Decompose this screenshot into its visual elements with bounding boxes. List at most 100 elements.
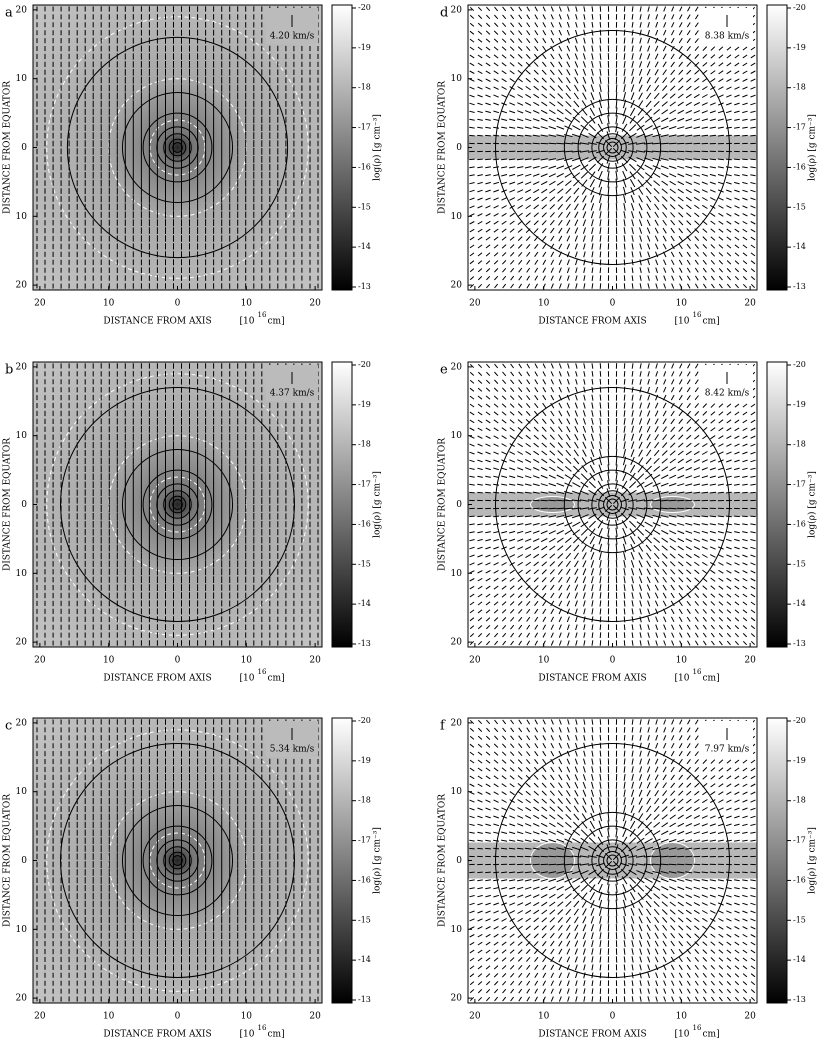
colorbar <box>331 717 353 1004</box>
velocity-label: 8.38 km/s <box>705 32 750 42</box>
contour-white <box>108 791 247 930</box>
contour <box>60 387 295 622</box>
colorbar-tick-label: -13 <box>793 639 806 648</box>
x-unit-power: 16 <box>258 668 267 676</box>
x-tick-label: 20 <box>309 299 321 309</box>
y-tick-label: 10 <box>451 569 463 579</box>
y-tick-label: 20 <box>16 994 28 1004</box>
colorbar-tick-label: -19 <box>358 400 371 409</box>
disk-lobe <box>530 496 575 513</box>
disk-band <box>468 842 757 879</box>
colorbar-tick-label: -19 <box>793 756 806 765</box>
colorbar-label: log(ρ) [g cm⁻³] <box>372 471 383 538</box>
contour-white <box>108 435 247 574</box>
x-tick-label: 10 <box>538 299 550 309</box>
x-unit: cm] <box>703 1030 720 1040</box>
y-tick-label: 20 <box>451 718 463 728</box>
x-axis-title: DISTANCE FROM AXIS <box>103 317 211 327</box>
colorbar <box>331 4 353 291</box>
y-tick-label: 20 <box>16 281 28 291</box>
y-tick-label: 0 <box>21 143 27 153</box>
colorbar-tick-label: -20 <box>358 716 371 725</box>
x-unit: [10 <box>240 317 255 327</box>
y-axis-label: DISTANCE FROM EQUATOR <box>3 81 13 214</box>
contour <box>563 98 662 197</box>
panel: 5.34 km/s c 20 10 0 10 20 20 10 0 10 20 DISTANCE FRO… <box>3 716 383 1040</box>
colorbar-tick-label: -19 <box>793 43 806 52</box>
colorbar-tick-label: -16 <box>358 875 371 884</box>
contour <box>606 854 619 867</box>
contour <box>163 133 192 162</box>
colorbar-tick-label: -19 <box>793 400 806 409</box>
x-tick-label: 0 <box>175 299 181 309</box>
contour-white <box>108 78 247 217</box>
y-tick-label: 10 <box>451 74 463 84</box>
y-tick-label: 10 <box>16 74 28 84</box>
panel-label: f <box>440 719 446 734</box>
contour <box>163 846 192 875</box>
contour <box>563 811 662 910</box>
contour-white <box>149 119 206 176</box>
x-axis-title: DISTANCE FROM AXIS <box>538 317 646 327</box>
contour <box>603 138 622 157</box>
colorbar-tick-label: -20 <box>358 3 371 12</box>
panel-label: a <box>5 6 13 21</box>
x-tick-label: 0 <box>175 656 181 666</box>
colorbar-tick-label: -16 <box>793 162 806 171</box>
contour <box>121 91 234 204</box>
colorbar-tick-label: -16 <box>358 519 371 528</box>
y-tick-label: 10 <box>16 787 28 797</box>
x-tick-label: 0 <box>175 1012 181 1022</box>
plot-background <box>33 5 322 290</box>
colorbar-tick-label: -17 <box>358 836 371 845</box>
colorbar-tick-label: -18 <box>358 83 371 92</box>
contour-white <box>149 832 206 889</box>
colorbar-tick-label: -14 <box>358 242 371 251</box>
x-axis-title: DISTANCE FROM AXIS <box>103 1030 211 1040</box>
contour-white <box>46 373 309 636</box>
colorbar-tick-label: -20 <box>793 3 806 12</box>
x-tick-label: 0 <box>610 299 616 309</box>
x-tick-label: 10 <box>538 1012 550 1022</box>
colorbar-tick-label: -14 <box>358 955 371 964</box>
panel-label: c <box>5 719 12 734</box>
y-tick-label: 0 <box>456 500 462 510</box>
colorbar-tick-label: -16 <box>793 875 806 884</box>
x-unit-power: 16 <box>693 311 702 319</box>
colorbar-tick-label: -15 <box>358 915 371 924</box>
colorbar-tick-label: -17 <box>358 123 371 132</box>
plot-background <box>33 362 322 647</box>
y-tick-label: 10 <box>16 431 28 441</box>
contour-white <box>149 476 206 533</box>
x-tick-label: 0 <box>610 656 616 666</box>
x-tick-label: 20 <box>34 299 46 309</box>
x-unit: [10 <box>240 674 255 684</box>
colorbar-tick-label: -14 <box>793 955 806 964</box>
disk-band <box>468 492 757 517</box>
y-tick-label: 0 <box>456 856 462 866</box>
colorbar-tick-label: -13 <box>358 639 371 648</box>
y-tick-label: 20 <box>451 638 463 648</box>
colorbar-tick-label: -15 <box>793 559 806 568</box>
y-tick-label: 20 <box>16 718 28 728</box>
contour <box>606 141 619 154</box>
x-tick-label: 10 <box>103 1012 115 1022</box>
x-axis-title: DISTANCE FROM AXIS <box>538 1030 646 1040</box>
colorbar-tick-label: -19 <box>358 43 371 52</box>
disk-lobe <box>650 496 695 513</box>
colorbar-tick-label: -18 <box>793 83 806 92</box>
x-tick-label: 10 <box>103 656 115 666</box>
x-tick-label: 10 <box>676 299 688 309</box>
panel-label: e <box>440 363 448 378</box>
colorbar-label: log(ρ) [g cm⁻³] <box>372 114 383 181</box>
y-tick-label: 0 <box>21 500 27 510</box>
colorbar-tick-label: -17 <box>358 480 371 489</box>
x-tick-label: 10 <box>241 656 253 666</box>
contour <box>60 743 295 978</box>
y-tick-label: 10 <box>451 212 463 222</box>
x-unit: cm] <box>703 674 720 684</box>
